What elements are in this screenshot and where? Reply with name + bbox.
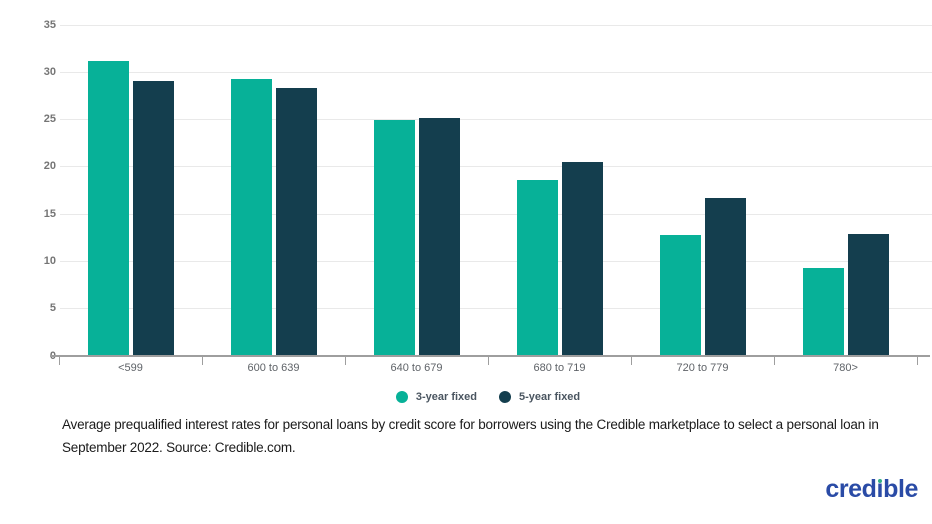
legend-dot-3-year-fixed xyxy=(395,391,408,403)
gridline xyxy=(60,119,932,121)
x-axis-category-label: 720 to 779 xyxy=(676,362,729,374)
gridline xyxy=(60,260,932,262)
logo-text-before-i: cred xyxy=(825,475,877,503)
gridline xyxy=(60,308,932,310)
bar-3-year-fixed-599 xyxy=(87,60,129,355)
x-axis-tick xyxy=(345,357,346,365)
credible-logo: credı ble xyxy=(825,476,918,502)
x-axis-line xyxy=(50,355,930,357)
logo-i-dot xyxy=(877,478,883,483)
x-axis-category-label: 680 to 719 xyxy=(533,362,586,374)
x-axis-category-label: 640 to 679 xyxy=(390,362,443,374)
bar-5-year-fixed-600-to-639 xyxy=(275,88,317,355)
logo-dotless-i: ı xyxy=(876,475,884,503)
y-axis-tick-label: 10 xyxy=(43,254,56,267)
bar-5-year-fixed-680-to-719 xyxy=(561,162,603,355)
y-axis-tick-label: 25 xyxy=(43,113,56,126)
legend-label: 3-year fixed xyxy=(415,391,477,403)
legend-dot-5-year-fixed xyxy=(499,391,511,403)
legend-item-5-year-fixed: 5-year fixed xyxy=(499,391,580,403)
y-axis-tick-label: 5 xyxy=(49,302,56,315)
x-axis-category-label: 600 to 639 xyxy=(247,362,300,374)
bar-5-year-fixed-599 xyxy=(132,80,174,355)
bar-5-year-fixed-720-to-779 xyxy=(704,198,746,355)
x-axis-tick xyxy=(202,357,203,365)
logo-letter-i: ı xyxy=(877,476,884,502)
gridline xyxy=(60,24,932,26)
x-axis-tick xyxy=(488,357,489,365)
chart-legend: 3-year fixed 5-year fixed xyxy=(59,390,917,404)
chart-caption: Average prequalified interest rates for … xyxy=(62,417,879,455)
bar-3-year-fixed-640-to-679 xyxy=(373,119,415,355)
x-axis-category-label: <599 xyxy=(118,362,143,374)
bar-3-year-fixed-680-to-719 xyxy=(516,180,558,355)
x-axis-category-label: 780> xyxy=(833,362,858,374)
legend-item-3-year-fixed: 3-year fixed xyxy=(395,391,477,403)
gridline xyxy=(60,71,932,73)
gridline xyxy=(60,166,932,168)
y-axis-tick-label: 30 xyxy=(43,65,56,78)
bar-3-year-fixed-780 xyxy=(802,267,844,355)
y-axis-tick-label: 15 xyxy=(43,207,56,220)
y-axis-tick-label: 20 xyxy=(43,160,56,173)
y-axis-tick-label: 35 xyxy=(43,18,56,31)
bar-3-year-fixed-720-to-779 xyxy=(659,234,701,355)
bar-5-year-fixed-780 xyxy=(847,233,889,355)
gridline xyxy=(60,213,932,215)
x-axis-tick xyxy=(917,357,918,365)
x-axis-tick xyxy=(59,357,60,365)
x-axis-tick xyxy=(774,357,775,365)
logo-text-after-i: ble xyxy=(883,475,918,503)
bar-3-year-fixed-600-to-639 xyxy=(230,78,272,355)
y-axis-tick-label: 0 xyxy=(8,350,56,363)
bar-5-year-fixed-640-to-679 xyxy=(418,117,460,355)
x-axis-tick xyxy=(631,357,632,365)
legend-label: 5-year fixed xyxy=(519,391,581,403)
